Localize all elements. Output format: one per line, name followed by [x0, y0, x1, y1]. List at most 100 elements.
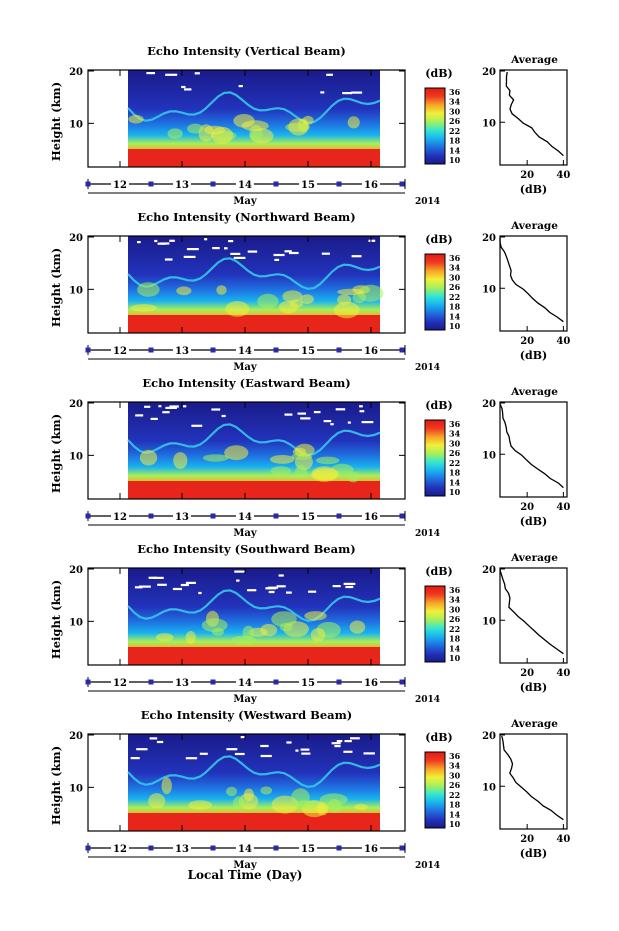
colorbar — [424, 585, 446, 663]
colorbar-tick-label: 36 — [449, 87, 461, 97]
heatmap-gap — [359, 405, 363, 408]
heatmap-blob — [225, 301, 250, 317]
heatmap-gap — [278, 574, 284, 577]
heatmap-layer-trace — [127, 257, 381, 291]
heatmap-gap — [234, 570, 246, 573]
heatmap-gap — [204, 238, 208, 241]
date-axis-marker — [210, 845, 216, 851]
heatmap-blob — [231, 635, 257, 645]
x-tick-label: 16 — [364, 678, 378, 689]
date-label-bg — [236, 343, 254, 355]
heatmap-blob — [176, 286, 192, 296]
date-axis-marker — [273, 845, 279, 851]
heatmap-gap — [331, 742, 341, 745]
heatmap-gap — [150, 417, 158, 420]
heatmap-gap — [351, 255, 362, 258]
date-label-bg — [299, 343, 317, 355]
x-tick-label: 16 — [364, 346, 378, 357]
heatmap-gap — [274, 258, 280, 261]
heatmap-gap — [130, 757, 140, 760]
panel-title: Echo Intensity (Westward Beam) — [141, 708, 352, 722]
heatmap-gap — [260, 744, 269, 748]
average-y-tick-label: 20 — [482, 233, 496, 244]
average-profile-line — [505, 71, 564, 157]
average-y-tick-label: 10 — [482, 284, 496, 295]
colorbar-tick-label: 30 — [449, 272, 461, 282]
colorbar-tick-label: 14 — [449, 311, 461, 321]
panel-title: Echo Intensity (Vertical Beam) — [147, 44, 346, 58]
average-y-tick-label: 10 — [482, 450, 496, 461]
heatmap-blob — [167, 128, 183, 139]
date-label-bg — [362, 177, 380, 189]
heatmap-gap — [134, 586, 143, 589]
colorbar-unit: (dB) — [425, 67, 452, 80]
x-tick-label: 13 — [175, 844, 189, 855]
average-x-tick-label: 20 — [520, 336, 534, 347]
heatmap-gap — [300, 748, 310, 751]
date-axis-marker — [210, 347, 216, 353]
panel-4: Echo Intensity (Southward Beam) Height (k… — [49, 542, 570, 705]
heatmap-gap — [334, 745, 341, 748]
heatmap-blob — [282, 290, 303, 303]
colorbar-tick-label: 10 — [449, 819, 461, 829]
heatmap-gap — [135, 414, 144, 417]
panel-3: Echo Intensity (Eastward Beam) Height (km… — [49, 376, 570, 539]
heatmap-blob — [316, 802, 329, 816]
date-axis-marker — [210, 181, 216, 187]
date-axis-marker — [273, 513, 279, 519]
colorbar-tick-label: 34 — [449, 595, 461, 605]
colorbar-tick-label: 34 — [449, 263, 461, 273]
heatmap-layer-trace — [127, 589, 381, 623]
panel-1: Echo Intensity (Vertical Beam) Height (km… — [49, 44, 570, 207]
average-profile-line — [499, 403, 564, 489]
heatmap-gap — [194, 72, 200, 75]
y-tick-label: 10 — [69, 617, 83, 628]
heatmap-gap — [164, 258, 173, 261]
date-label-bg — [111, 343, 129, 355]
y-tick-label: 20 — [69, 565, 83, 576]
colorbar-tick-label: 22 — [449, 292, 460, 302]
heatmap-gap — [276, 585, 286, 588]
heatmap-gap — [136, 748, 148, 751]
heatmap-gap — [234, 752, 245, 756]
date-axis-marker — [399, 347, 405, 353]
average-title: Average — [510, 718, 558, 730]
average-profile-line — [499, 237, 564, 323]
colorbar-tick-label: 30 — [449, 438, 461, 448]
panel-5: Echo Intensity (Westward Beam) Height (km… — [49, 708, 570, 871]
date-axis-marker — [273, 181, 279, 187]
heatmap-gap — [347, 421, 351, 424]
heatmap-gap — [181, 85, 186, 89]
colorbar-unit: (dB) — [425, 731, 452, 744]
average-frame — [499, 733, 568, 830]
y-tick-label: 20 — [69, 233, 83, 244]
date-axis-marker — [148, 679, 154, 685]
plot-frame — [87, 733, 406, 832]
y-axis-label: Height (km) — [49, 580, 63, 659]
heatmap-gap — [144, 405, 151, 408]
y-tick-label: 10 — [69, 285, 83, 296]
heatmap-blob — [270, 466, 291, 476]
heatmap-gap — [185, 581, 196, 584]
y-axis-label: Height (km) — [49, 248, 63, 327]
average-profile-line — [501, 735, 564, 821]
heatmap-gap — [182, 405, 187, 408]
heatmap-layer-trace — [127, 755, 381, 789]
heatmap-gap — [230, 252, 241, 255]
heatmap-gap — [240, 736, 245, 739]
y-axis-label: Height (km) — [49, 414, 63, 493]
heatmap-gap — [228, 240, 234, 243]
heatmap-blob — [354, 803, 368, 811]
y-tick-label: 10 — [69, 119, 83, 130]
x-tick-label: 16 — [364, 844, 378, 855]
heatmap-gap — [368, 239, 376, 242]
average-frame — [499, 567, 568, 664]
x-tick-label: 12 — [113, 844, 127, 855]
average-y-tick-label: 20 — [482, 731, 496, 742]
heatmap-blob — [233, 796, 245, 810]
x-tick-label: 14 — [238, 180, 252, 191]
colorbar-tick-label: 18 — [449, 634, 461, 644]
month-label: May — [233, 860, 258, 871]
date-label-bg — [236, 841, 254, 853]
